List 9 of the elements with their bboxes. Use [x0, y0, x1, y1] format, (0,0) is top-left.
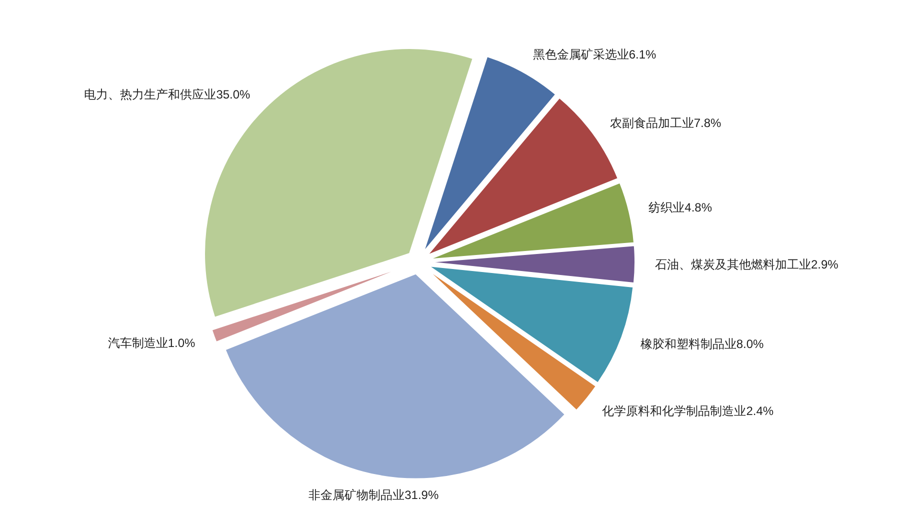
slice-label: 橡胶和塑料制品业8.0%: [640, 337, 764, 352]
slice-label: 汽车制造业1.0%: [108, 336, 196, 350]
slice-label: 非金属矿物制品业31.9%: [308, 488, 439, 502]
slice-label: 石油、煤炭及其他燃料加工业2.9%: [654, 258, 839, 272]
slice-label: 化学原料和化学制品制造业2.4%: [602, 404, 774, 418]
slice-label: 电力、热力生产和供应业35.0%: [84, 88, 251, 102]
slice-label: 农副食品加工业7.8%: [610, 116, 722, 130]
slice-label: 黑色金属矿采选业6.1%: [532, 48, 657, 62]
slice-label: 纺织业4.8%: [648, 200, 712, 215]
